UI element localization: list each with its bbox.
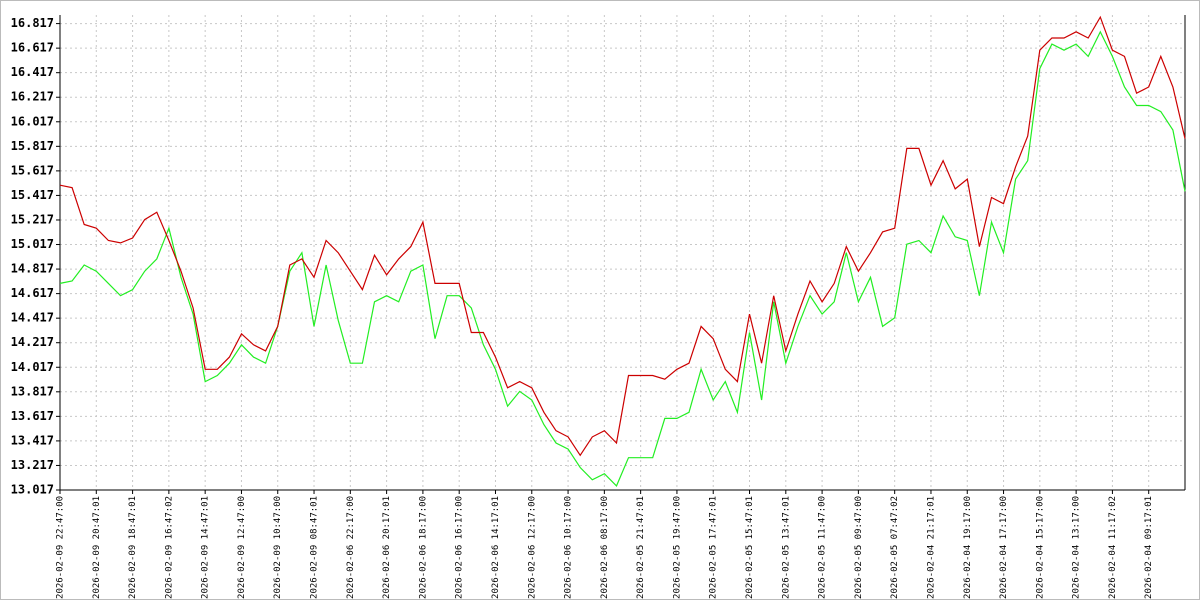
x-tick-label: 2026-02-05 13:47:01 [781,496,791,599]
y-tick-label: 16.617 [11,41,54,55]
x-tick-label: 2026-02-09 08:47:01 [310,496,320,599]
y-tick-label: 13.217 [11,458,54,472]
x-tick-label: 2026-02-09 16:47:02 [164,496,174,599]
y-tick-label: 13.417 [11,433,54,447]
x-tick-label: 2026-02-06 20:17:01 [382,496,392,599]
y-tick-label: 16.817 [11,16,54,30]
y-tick-label: 16.217 [11,90,54,104]
x-tick-label: 2026-02-05 21:47:01 [636,496,646,599]
x-tick-label: 2026-02-05 07:47:02 [890,496,900,599]
x-tick-label: 2026-02-06 18:17:00 [418,496,428,599]
y-tick-label: 14.417 [11,311,54,325]
x-tick-label: 2026-02-09 22:47:00 [56,496,66,599]
x-tick-label: 2026-02-09 18:47:01 [128,496,138,599]
x-tick-label: 2026-02-09 14:47:01 [201,496,211,599]
y-tick-label: 14.817 [11,262,54,276]
y-tick-label: 16.417 [11,65,54,79]
x-tick-label: 2026-02-06 22:17:00 [346,496,356,599]
y-tick-label: 15.817 [11,139,54,153]
x-tick-label: 2026-02-05 09:47:00 [854,496,864,599]
y-tick-label: 14.617 [11,286,54,300]
x-tick-label: 2026-02-04 21:17:01 [926,496,936,599]
x-tick-label: 2026-02-06 14:17:01 [491,496,501,599]
y-tick-label: 14.017 [11,360,54,374]
x-tick-label: 2026-02-06 10:17:00 [564,496,574,599]
x-tick-label: 2026-02-04 13:17:00 [1072,496,1082,599]
x-tick-label: 2026-02-04 15:17:00 [1035,496,1045,599]
x-tick-label: 2026-02-06 08:17:00 [600,496,610,599]
x-tick-label: 2026-02-09 10:47:00 [273,496,283,599]
y-tick-label: 15.617 [11,163,54,177]
y-tick-label: 16.017 [11,114,54,128]
y-tick-label: 15.017 [11,237,54,251]
series-line [59,15,1186,457]
y-tick-label: 13.817 [11,384,54,398]
x-tick-label: 2026-02-09 12:47:00 [237,496,247,599]
x-tick-label: 2026-02-05 11:47:00 [818,496,828,599]
x-tick-label: 2026-02-04 09:17:01 [1144,496,1154,599]
x-tick-label: 2026-02-04 19:17:00 [963,496,973,599]
y-tick-label: 15.417 [11,188,54,202]
x-tick-label: 2026-02-05 15:47:01 [745,496,755,599]
y-tick-label: 15.217 [11,212,54,226]
x-tick-label: 2026-02-04 17:17:00 [999,496,1009,599]
x-tick-label: 2026-02-06 16:17:00 [455,496,465,599]
x-tick-label: 2026-02-05 17:47:01 [709,496,719,599]
y-tick-label: 13.617 [11,409,54,423]
y-tick-label: 14.217 [11,335,54,349]
series-line [59,30,1186,487]
x-tick-label: 2026-02-05 19:47:00 [672,496,682,599]
y-tick-label: 13.017 [11,483,54,497]
x-tick-label: 2026-02-09 20:47:01 [92,496,102,599]
x-tick-label: 2026-02-04 11:17:02 [1108,496,1118,599]
x-tick-label: 2026-02-06 12:17:00 [527,496,537,599]
